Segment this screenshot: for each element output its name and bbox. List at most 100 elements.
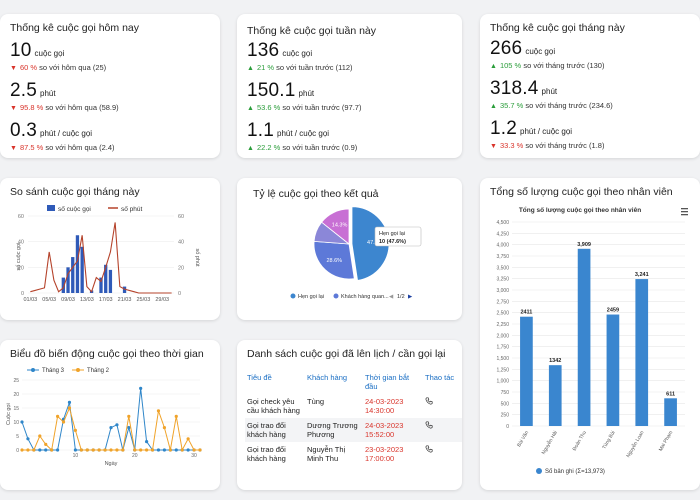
series-point [20,448,24,452]
stat-compare: ▼ 87.5 % so với hôm qua (2.4) [10,143,115,152]
stat-value: 10 [10,40,32,61]
pie-label: 28.6% [326,258,342,264]
y-tick: 250 [501,413,510,419]
bar-value-label: 3,909 [577,242,591,248]
stat-change: 95.8 % [19,103,44,112]
y-tick-left: 0 [21,291,24,297]
y-tick: 4,000 [496,243,509,249]
stat-compare: ▼ 33.3 % so với tháng trước (1.8) [490,141,604,150]
table-row: Gọi trao đổi khách hàng Nguyễn Thị Minh T… [245,442,462,466]
series-point [73,448,77,452]
chart-title: Tổng số lượng cuộc gọi theo nhân viên [519,206,641,214]
arrow-up-icon: ▲ [247,105,254,112]
y-tick: 1,500 [496,356,509,362]
arrow-down-icon: ▼ [490,143,497,150]
stat-compare: ▲ 105 % so với tháng trước (130) [490,61,604,70]
bar [108,269,113,293]
table-row: Gọi trao đổi khách hàng Dương Trương Phươ… [245,418,462,442]
series-point [103,448,107,452]
x-tick: Tùng Bùi [601,430,616,450]
stat-item: 10 cuộc gọi ▼ 60 % so với hôm qua (25) [10,40,106,72]
stat-change: 21 % [256,63,275,72]
y-tick: 2,250 [496,322,509,328]
arrow-down-icon: ▼ [10,145,17,152]
y-tick: 20 [13,392,19,398]
arrow-up-icon: ▲ [247,145,254,152]
card-title: Tổng số lượng cuộc gọi theo nhân viên [490,186,673,198]
x-tick: Mai Phạm [658,430,674,452]
phone-icon[interactable] [425,421,433,429]
stat-unit: phút / cuộc gọi [520,127,573,136]
stat-unit: cuộc gọi [34,49,65,58]
y-tick-left: 20 [18,265,24,271]
phone-icon[interactable] [425,397,433,405]
stat-change: 53.6 % [256,103,281,112]
stat-unit: phút / cuộc gọi [277,129,330,138]
stat-unit: phút [298,89,315,98]
row-title: Gọi check yêu cầu khách hàng [247,397,300,415]
stat-value: 1.2 [490,118,518,139]
month-stats-card: Thống kê cuộc gọi tháng này 266 cuộc gọi ▲… [480,14,700,158]
row-customer: Dương Trương Phương [305,418,363,442]
stat-value: 1.1 [247,120,275,141]
bar [99,277,103,293]
minutes-line [30,222,172,294]
x-tick: 13/03 [80,297,94,303]
bar-value-label: 611 [666,391,675,397]
pager-label: 1/2 [397,294,405,300]
bar-value-label: 2411 [520,310,532,316]
y-tick: 4,250 [496,231,509,237]
stat-compare: ▼ 60 % so với hôm qua (25) [10,63,106,72]
y-tick: 500 [501,401,510,407]
stat-item: 1.1 phút / cuộc gọi ▲ 22.2 % so với tuần tr… [247,120,357,152]
series-point [109,426,113,430]
stat-compare-text: so với hôm qua (2.4) [45,143,115,152]
legend-label: Khách hàng quan... [341,294,389,300]
bar [122,286,127,293]
pie-label: 14.3% [332,222,348,228]
stat-compare: ▲ 22.2 % so với tuần trước (0.9) [247,143,357,152]
legend-label: Tháng 2 [87,368,110,374]
y-tick: 10 [13,420,19,426]
stat-value: 136 [247,40,280,61]
y-tick: 750 [501,390,510,396]
schedule-table: Tiêu đề Khách hàng Thời gian bắt đầu Tha… [245,370,462,466]
bar [577,248,591,426]
tooltip-title: Hẹn gọi lại [379,231,405,237]
bar [71,257,75,293]
stat-value: 150.1 [247,80,296,101]
legend-dot [333,293,339,299]
series-point [56,448,60,452]
phone-icon[interactable] [425,445,433,453]
y-tick-left: 60 [18,214,24,220]
bar-value-label: 2459 [607,308,619,314]
card-title: Thống kê cuộc gọi tháng này [490,22,625,34]
x-tick: Nguyễn Loan [625,429,646,458]
series-point [56,414,60,418]
series-point [38,448,42,452]
series-point [162,448,166,452]
series-point [38,434,42,438]
stat-compare-text: so với tuần trước (0.9) [282,143,358,152]
legend-dot [536,468,542,474]
y-tick: 1,750 [496,345,509,351]
series-point [44,442,48,446]
series-point [139,448,143,452]
x-tick: Nguyễn Hải [540,430,559,456]
row-action [423,394,462,418]
y-tick: 2,000 [496,333,509,339]
stat-value: 266 [490,38,523,59]
bar [635,279,649,426]
stat-unit: phút / cuộc gọi [40,129,93,138]
series-point [127,426,131,430]
x-tick: Đoàn Thu [572,430,588,452]
series-point [145,448,149,452]
series-point [127,414,131,418]
timeline-chart-card: Biểu đồ biến động cuộc gọi theo thời gia… [0,340,220,490]
series-point [145,440,149,444]
series-point [115,423,119,427]
stat-item: 2.5 phút ▼ 95.8 % so với hôm qua (58.9) [10,80,119,112]
bar [520,316,533,426]
stat-value: 2.5 [10,80,38,101]
